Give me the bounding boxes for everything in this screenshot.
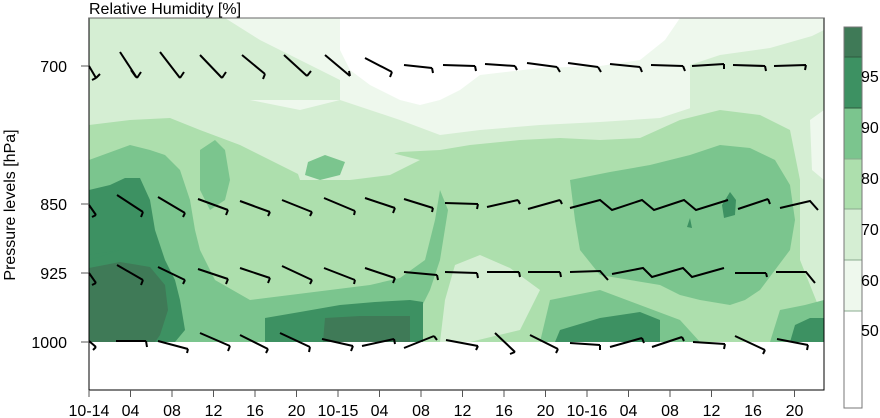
x-tick: 20	[537, 403, 555, 418]
x-tick: 10-15	[318, 403, 359, 418]
x-tick: 16	[744, 403, 762, 418]
colorbar-label-95: 95	[861, 69, 879, 86]
x-tick: 08	[661, 403, 679, 418]
x-tick: 20	[786, 403, 804, 418]
x-tick: 16	[495, 403, 513, 418]
y-tick-925: 925	[40, 266, 67, 283]
colorbar-label-70: 70	[861, 222, 879, 239]
x-tick: 04	[371, 403, 389, 418]
x-tick: 08	[412, 403, 430, 418]
colorbar: 95 90 80 70 60 50	[843, 26, 879, 409]
colorbar-label-90: 90	[861, 120, 879, 137]
colorbar-label-50: 50	[861, 323, 879, 340]
contour-fill	[89, 18, 824, 342]
x-tick: 12	[205, 403, 223, 418]
x-tick: 12	[703, 403, 721, 418]
wind-barbs	[88, 51, 819, 355]
x-tick: 10-14	[69, 403, 110, 418]
y-tick-1000: 1000	[31, 335, 67, 352]
y-axis: 700 850 925 1000 Pressure levels [hPa]	[2, 59, 89, 352]
x-tick: 04	[122, 403, 140, 418]
x-tick: 16	[246, 403, 264, 418]
chart-title: Relative Humidity [%]	[89, 1, 241, 18]
x-tick: 20	[288, 403, 306, 418]
x-tick: 12	[454, 403, 472, 418]
colorbar-label-60: 60	[861, 273, 879, 290]
x-tick-labels: 10-14 04 08 12 16 20 10-15 04 08 12 16 2…	[69, 403, 804, 418]
x-tick: 04	[620, 403, 638, 418]
colorbar-label-80: 80	[861, 171, 879, 188]
y-tick-850: 850	[40, 197, 67, 214]
x-tick: 10-16	[567, 403, 608, 418]
x-tick: 08	[163, 403, 181, 418]
y-tick-700: 700	[40, 59, 67, 76]
x-axis	[88, 390, 795, 397]
y-axis-label: Pressure levels [hPa]	[2, 129, 19, 280]
